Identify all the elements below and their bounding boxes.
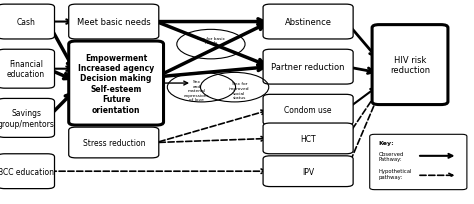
FancyBboxPatch shape <box>69 42 164 125</box>
FancyBboxPatch shape <box>69 5 159 40</box>
FancyBboxPatch shape <box>263 95 353 125</box>
Text: Sex
and
material
expressions
of love: Sex and material expressions of love <box>184 80 210 102</box>
FancyBboxPatch shape <box>0 50 55 89</box>
Text: HCT: HCT <box>301 134 316 143</box>
Text: Partner reduction: Partner reduction <box>271 63 345 72</box>
FancyBboxPatch shape <box>0 154 55 189</box>
FancyBboxPatch shape <box>263 5 353 40</box>
FancyBboxPatch shape <box>370 135 467 190</box>
Text: IPV: IPV <box>302 167 314 176</box>
FancyBboxPatch shape <box>0 99 55 138</box>
FancyBboxPatch shape <box>263 50 353 85</box>
FancyBboxPatch shape <box>372 26 448 105</box>
Text: Observed
Pathway:: Observed Pathway: <box>378 151 404 162</box>
Text: Cash: Cash <box>17 18 36 27</box>
Text: Key:: Key: <box>378 141 394 146</box>
FancyBboxPatch shape <box>263 123 353 154</box>
Text: Sex for
improved
social
status: Sex for improved social status <box>229 82 250 100</box>
Text: Empowerment
Increased agency
Decision making
Self-esteem
Future
orientation: Empowerment Increased agency Decision ma… <box>78 53 154 114</box>
Text: Financial
education: Financial education <box>7 60 45 79</box>
Text: Condom use: Condom use <box>284 106 332 115</box>
Text: Meet basic needs: Meet basic needs <box>77 18 151 27</box>
Text: HIV risk
reduction: HIV risk reduction <box>390 56 430 75</box>
Text: Savings
group/mentors: Savings group/mentors <box>0 109 55 128</box>
Text: Hypothetical
pathway:: Hypothetical pathway: <box>378 168 412 179</box>
Text: Stress reduction: Stress reduction <box>82 138 145 147</box>
Text: BCC education: BCC education <box>0 167 54 176</box>
FancyBboxPatch shape <box>263 156 353 187</box>
Text: Abstinence: Abstinence <box>284 18 332 27</box>
FancyBboxPatch shape <box>0 5 55 40</box>
FancyBboxPatch shape <box>69 128 159 158</box>
Text: Sex for basic
needs: Sex for basic needs <box>197 37 225 45</box>
